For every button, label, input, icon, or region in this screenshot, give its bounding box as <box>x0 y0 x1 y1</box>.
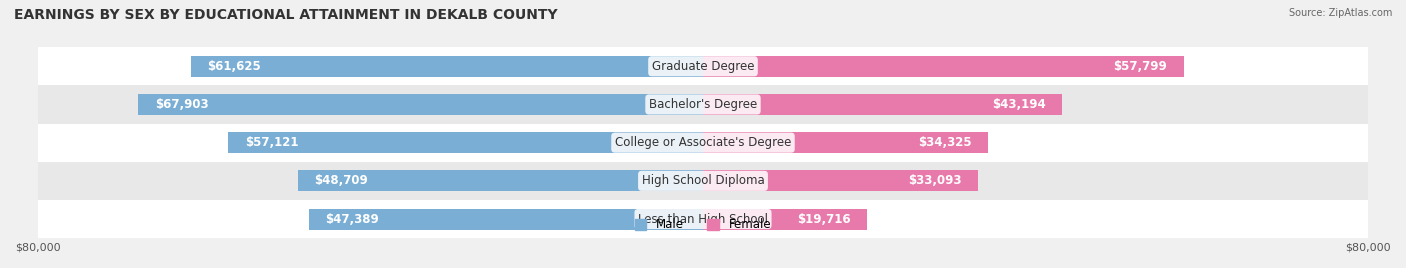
Bar <box>703 56 1184 77</box>
Bar <box>38 200 1368 238</box>
Text: $57,121: $57,121 <box>245 136 298 149</box>
Text: $57,799: $57,799 <box>1114 60 1167 73</box>
Text: $34,325: $34,325 <box>918 136 972 149</box>
Bar <box>38 124 1368 162</box>
Text: $67,903: $67,903 <box>155 98 208 111</box>
Text: $43,194: $43,194 <box>991 98 1046 111</box>
Text: $61,625: $61,625 <box>207 60 262 73</box>
Text: Less than High School: Less than High School <box>638 213 768 226</box>
Legend: Male, Female: Male, Female <box>630 214 776 236</box>
Bar <box>138 94 703 115</box>
Text: Bachelor's Degree: Bachelor's Degree <box>650 98 756 111</box>
Bar <box>703 170 979 191</box>
Bar <box>703 94 1062 115</box>
Bar <box>703 132 988 153</box>
Text: $48,709: $48,709 <box>315 174 368 187</box>
Text: Source: ZipAtlas.com: Source: ZipAtlas.com <box>1288 8 1392 18</box>
Text: $47,389: $47,389 <box>326 213 380 226</box>
Bar <box>228 132 703 153</box>
Text: EARNINGS BY SEX BY EDUCATIONAL ATTAINMENT IN DEKALB COUNTY: EARNINGS BY SEX BY EDUCATIONAL ATTAINMEN… <box>14 8 558 22</box>
Text: College or Associate's Degree: College or Associate's Degree <box>614 136 792 149</box>
Bar <box>38 162 1368 200</box>
Bar <box>309 209 703 230</box>
Bar <box>38 47 1368 85</box>
Text: Graduate Degree: Graduate Degree <box>652 60 754 73</box>
Text: $19,716: $19,716 <box>797 213 851 226</box>
Bar <box>298 170 703 191</box>
Text: $33,093: $33,093 <box>908 174 962 187</box>
Bar <box>38 85 1368 124</box>
Text: High School Diploma: High School Diploma <box>641 174 765 187</box>
Bar <box>703 209 868 230</box>
Bar <box>191 56 703 77</box>
